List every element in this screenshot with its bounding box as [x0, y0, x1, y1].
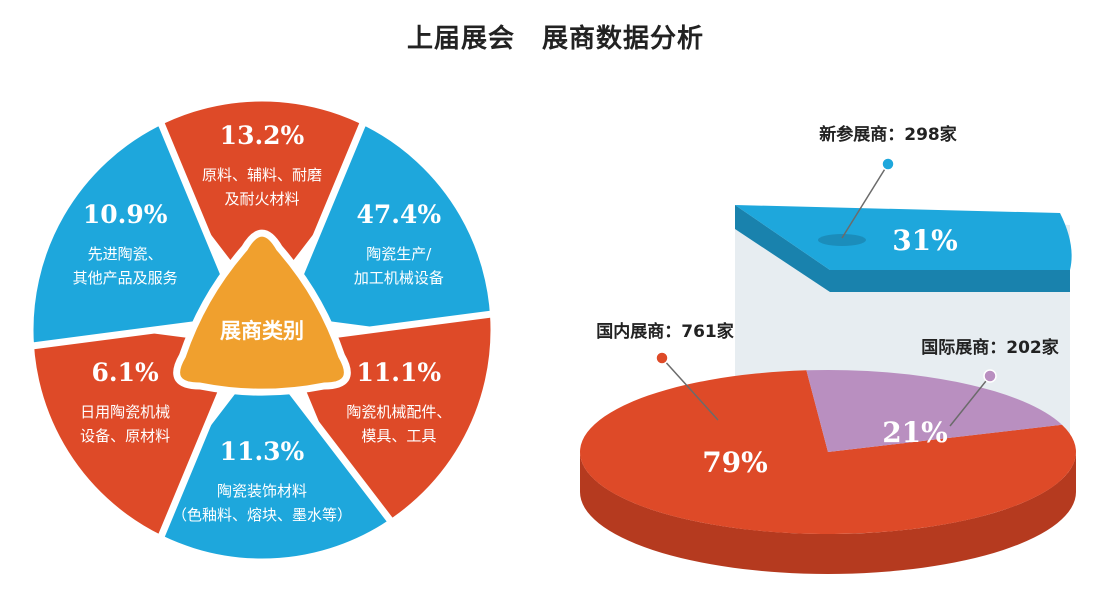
category-percent-label-3: 11.1%: [357, 358, 442, 387]
category-percent-label-6: 10.9%: [83, 200, 168, 229]
category-percent-label-5: 6.1%: [92, 358, 159, 387]
category-desc-3-1: 陶瓷机械配件、: [346, 403, 451, 421]
international-callout-leader: [949, 375, 991, 427]
domestic-slice-side: [580, 452, 1076, 574]
domestic-label: 国内展商：761家: [596, 321, 734, 342]
category-desc-4-2: （色釉料、熔块、墨水等）: [172, 506, 352, 524]
category-desc-2-1: 陶瓷生产/: [366, 245, 432, 263]
international-label: 国际展商：202家: [921, 337, 1059, 358]
category-desc-2-2: 加工机械设备: [354, 269, 444, 287]
new-exhibitor-label: 新参展商：298家: [819, 124, 957, 145]
category-desc-6-1: 先进陶瓷、: [88, 245, 163, 263]
new-exhibitor-pin-base: [818, 234, 866, 246]
category-desc-1-2: 及耐火材料: [224, 190, 299, 208]
page-title: 上届展会 展商数据分析: [406, 24, 704, 54]
international-slice: [806, 370, 1062, 452]
new-exhibitor-slab-left: [735, 205, 830, 292]
category-center-label: 展商类别: [220, 319, 304, 343]
new-exhibitor-slab-front: [830, 270, 1070, 292]
category-desc-1-1: 原料、辅料、耐磨: [202, 166, 322, 184]
domestic-percent: 79%: [702, 446, 768, 479]
category-percent-label-1: 13.2%: [220, 121, 305, 150]
category-percent-label-2: 47.4%: [357, 200, 442, 229]
category-desc-6-2: 其他产品及服务: [73, 269, 178, 287]
category-percent-label-4: 11.3%: [220, 437, 305, 466]
domestic-callout-leader: [661, 357, 719, 421]
international-callout-dot: [983, 369, 997, 383]
international-percent: 21%: [882, 416, 948, 449]
new-exhibitor-percent: 31%: [892, 224, 958, 257]
domestic-slice: [579, 370, 1076, 534]
category-desc-3-2: 模具、工具: [361, 427, 436, 445]
category-desc-5-2: 设备、原材料: [80, 427, 170, 445]
domestic-callout-dot: [655, 351, 669, 365]
new-exhibitor-callout-leader: [841, 163, 889, 239]
new-exhibitor-callout-dot: [881, 157, 895, 171]
new-exhibitor-slab-top: [735, 205, 1072, 270]
category-center-hub: [173, 229, 351, 396]
category-desc-4-1: 陶瓷装饰材料: [217, 482, 307, 500]
category-desc-5-1: 日用陶瓷机械: [80, 403, 170, 421]
